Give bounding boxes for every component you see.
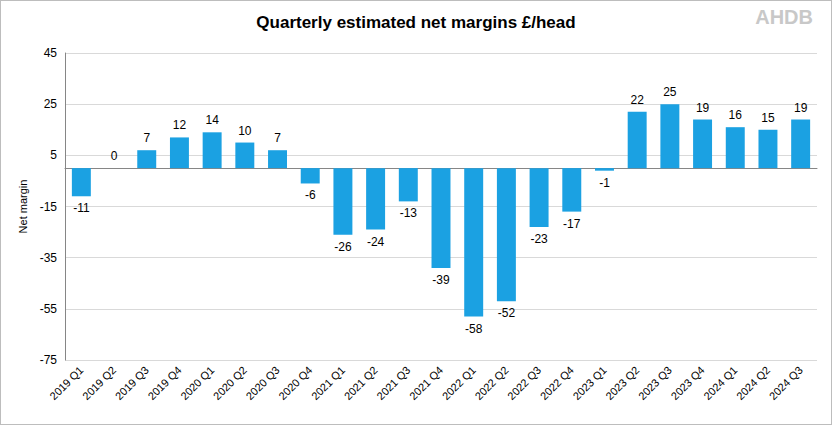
svg-text:2023 Q4: 2023 Q4 <box>669 364 707 402</box>
svg-text:16: 16 <box>729 108 743 122</box>
svg-text:Quarterly estimated net margin: Quarterly estimated net margins £/head <box>256 13 575 32</box>
svg-text:-58: -58 <box>465 322 483 336</box>
svg-text:2019 Q3: 2019 Q3 <box>113 364 151 402</box>
svg-text:7: 7 <box>143 131 150 145</box>
svg-text:-6: -6 <box>305 188 316 202</box>
svg-text:22: 22 <box>630 93 644 107</box>
svg-text:-52: -52 <box>498 306 516 320</box>
svg-text:-17: -17 <box>563 217 581 231</box>
svg-text:19: 19 <box>794 101 808 115</box>
svg-text:10: 10 <box>238 124 252 138</box>
svg-text:-23: -23 <box>530 232 548 246</box>
svg-text:2019 Q1: 2019 Q1 <box>47 364 85 402</box>
svg-text:2022 Q2: 2022 Q2 <box>472 364 510 402</box>
svg-text:-55: -55 <box>40 302 58 316</box>
svg-text:2024 Q3: 2024 Q3 <box>767 364 805 402</box>
svg-text:45: 45 <box>44 46 58 60</box>
svg-text:2022 Q3: 2022 Q3 <box>505 364 543 402</box>
svg-text:25: 25 <box>44 97 58 111</box>
svg-text:2023 Q1: 2023 Q1 <box>570 364 608 402</box>
svg-text:-75: -75 <box>40 353 58 367</box>
svg-text:0: 0 <box>111 149 118 163</box>
svg-text:2020 Q1: 2020 Q1 <box>178 364 216 402</box>
svg-text:2020 Q4: 2020 Q4 <box>276 364 314 402</box>
svg-text:2023 Q2: 2023 Q2 <box>603 364 641 402</box>
svg-text:2021 Q4: 2021 Q4 <box>407 364 445 402</box>
svg-text:2020 Q2: 2020 Q2 <box>211 364 249 402</box>
svg-text:-1: -1 <box>599 176 610 190</box>
svg-text:25: 25 <box>663 85 677 99</box>
svg-text:Net margin: Net margin <box>17 180 29 234</box>
svg-text:2019 Q4: 2019 Q4 <box>145 364 183 402</box>
svg-text:2020 Q3: 2020 Q3 <box>243 364 281 402</box>
svg-text:-35: -35 <box>40 251 58 265</box>
svg-text:5: 5 <box>50 148 57 162</box>
svg-text:2021 Q3: 2021 Q3 <box>374 364 412 402</box>
svg-text:12: 12 <box>173 118 187 132</box>
svg-text:14: 14 <box>205 113 219 127</box>
svg-text:-39: -39 <box>432 273 450 287</box>
svg-text:AHDB: AHDB <box>755 6 813 28</box>
svg-text:2019 Q2: 2019 Q2 <box>80 364 118 402</box>
svg-text:-24: -24 <box>367 235 385 249</box>
svg-text:2024 Q2: 2024 Q2 <box>734 364 772 402</box>
svg-text:2021 Q1: 2021 Q1 <box>309 364 347 402</box>
svg-text:7: 7 <box>274 131 281 145</box>
svg-text:2021 Q2: 2021 Q2 <box>342 364 380 402</box>
svg-text:-13: -13 <box>400 206 418 220</box>
svg-text:-15: -15 <box>40 200 58 214</box>
svg-text:-26: -26 <box>334 240 352 254</box>
svg-text:15: 15 <box>761 111 775 125</box>
svg-text:2024 Q1: 2024 Q1 <box>701 364 739 402</box>
svg-text:2022 Q4: 2022 Q4 <box>538 364 576 402</box>
svg-text:2023 Q3: 2023 Q3 <box>636 364 674 402</box>
svg-text:2022 Q1: 2022 Q1 <box>440 364 478 402</box>
svg-text:-11: -11 <box>73 201 90 215</box>
svg-text:19: 19 <box>696 101 710 115</box>
